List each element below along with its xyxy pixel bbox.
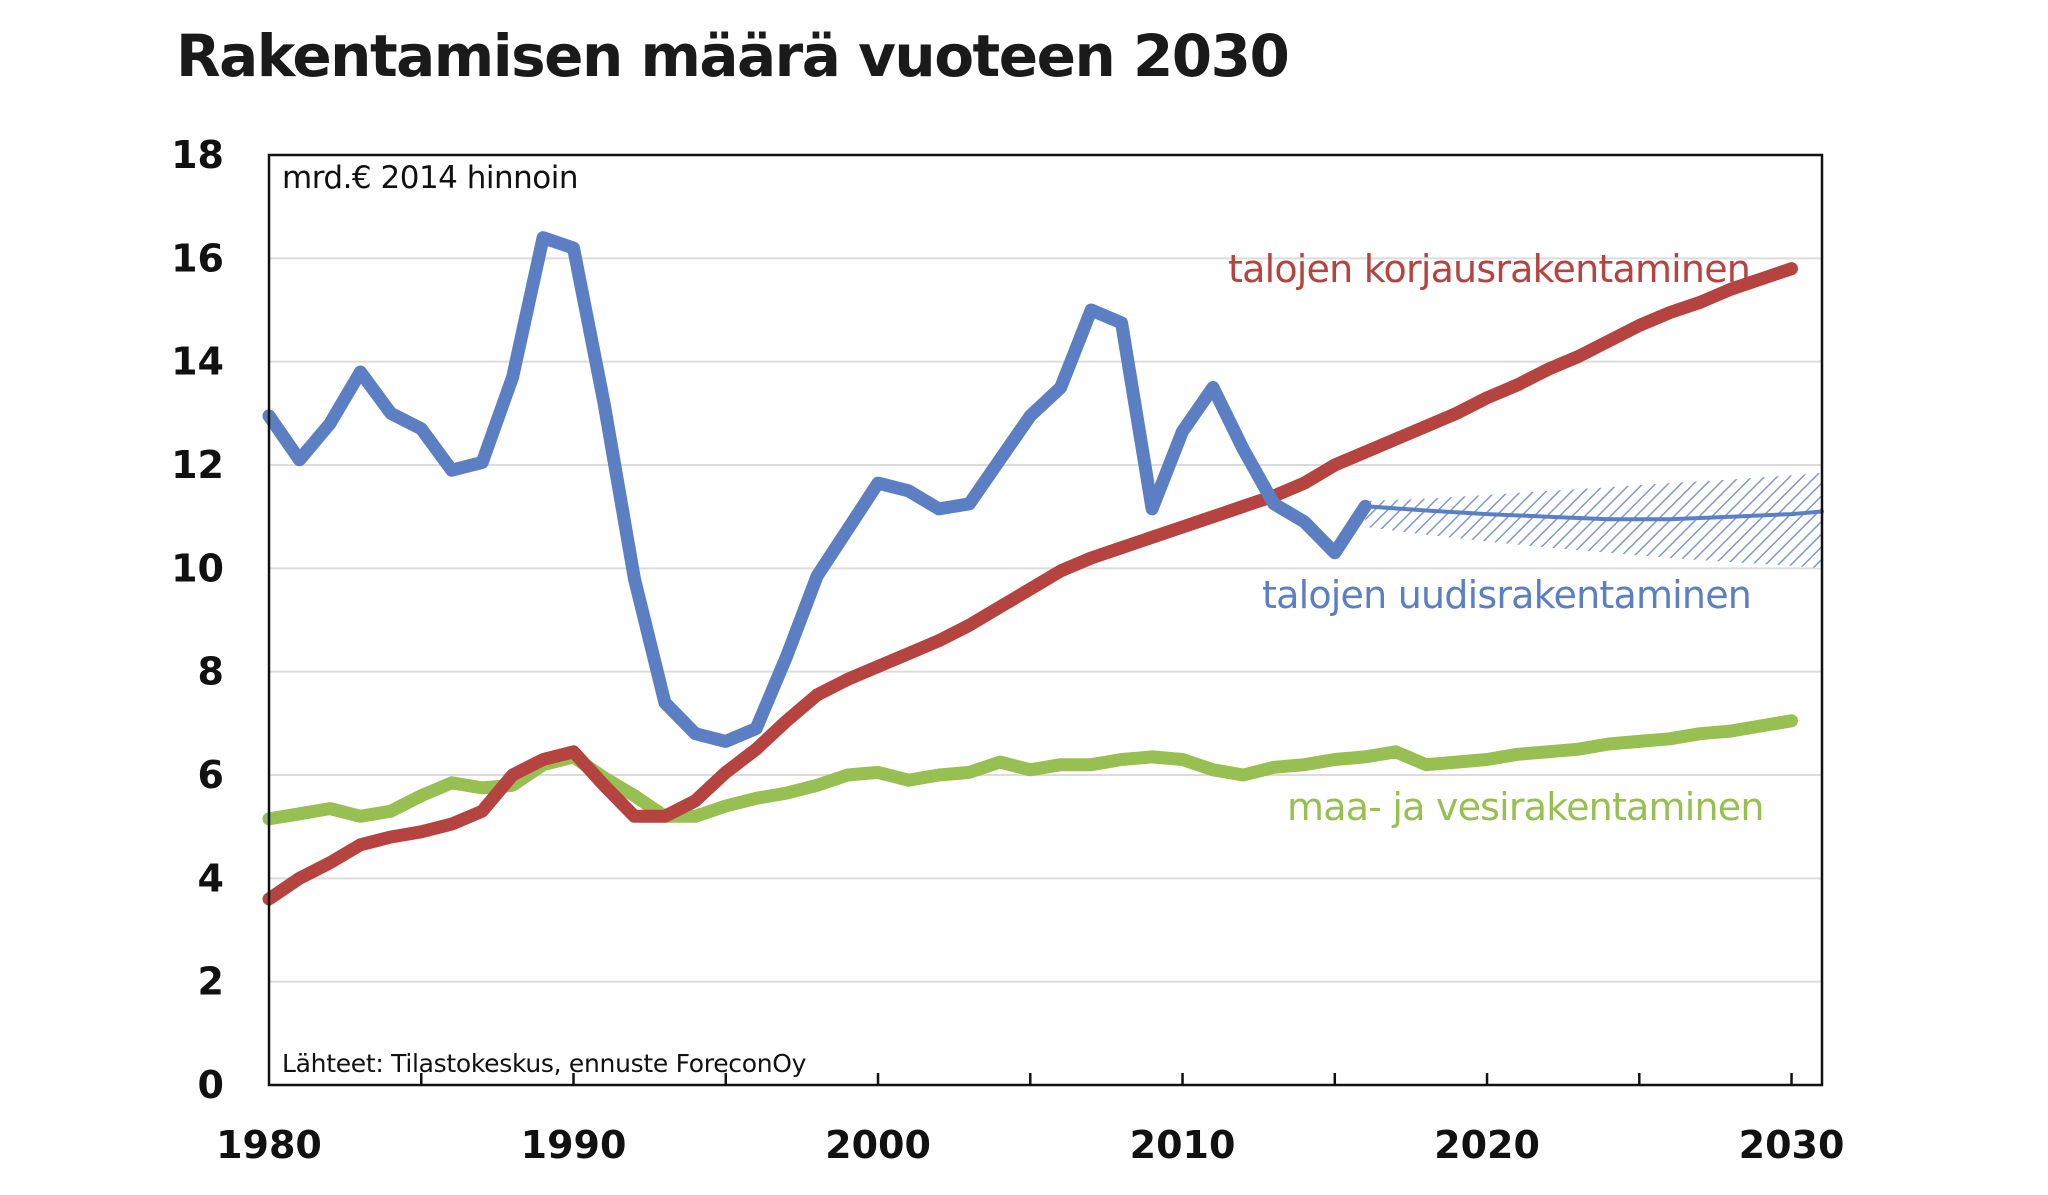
y-tick-label-14: 14 [171,340,224,384]
x-tick-label-2030: 2030 [1739,1123,1845,1167]
y-tick-label-2: 2 [198,960,224,1004]
y-tick-label-0: 0 [198,1063,224,1107]
plot-frame [267,153,1824,1087]
x-tick-label-1980: 1980 [216,1123,322,1167]
y-tick-label-16: 16 [171,236,224,280]
y-tick-label-18: 18 [171,133,224,177]
x-tick-label-2020: 2020 [1434,1123,1540,1167]
series-line-korjaus [262,262,1798,906]
series-lines [262,231,1824,906]
source-label: Lähteet: Tilastokeskus, ennuste ForeconO… [282,1049,807,1078]
y-tick-label-4: 4 [198,856,224,900]
series-label-uudisrakentaminen: talojen uudisrakentaminen [1262,573,1751,617]
series-label-korjausrakentaminen: talojen korjausrakentaminen [1228,247,1750,291]
y-tick-label-8: 8 [198,650,224,694]
x-axis-tick-labels: 1980 1990 2000 2010 2020 2030 [216,1123,1844,1167]
unit-label: mrd.€ 2014 hinnoin [282,160,578,196]
y-tick-label-6: 6 [198,753,224,797]
series-line-uudis [262,231,1372,748]
series-label-maa-ja-vesirakentaminen: maa- ja vesirakentaminen [1287,785,1764,829]
series-line-uudis_ennuste [1363,504,1824,522]
x-tick-label-2010: 2010 [1130,1123,1236,1167]
y-tick-label-10: 10 [171,546,224,590]
gridlines [269,257,1822,983]
x-tick-label-1990: 1990 [521,1123,627,1167]
y-tick-label-12: 12 [171,443,224,487]
series-line-maavesi [262,714,1798,826]
chart-title: Rakentamisen määrä vuoteen 2030 [176,22,1288,90]
x-tick-label-2000: 2000 [825,1123,931,1167]
x-axis-tick-marks [420,1073,1793,1085]
y-axis-tick-labels: 0 2 4 6 8 10 12 14 16 18 [171,133,224,1107]
